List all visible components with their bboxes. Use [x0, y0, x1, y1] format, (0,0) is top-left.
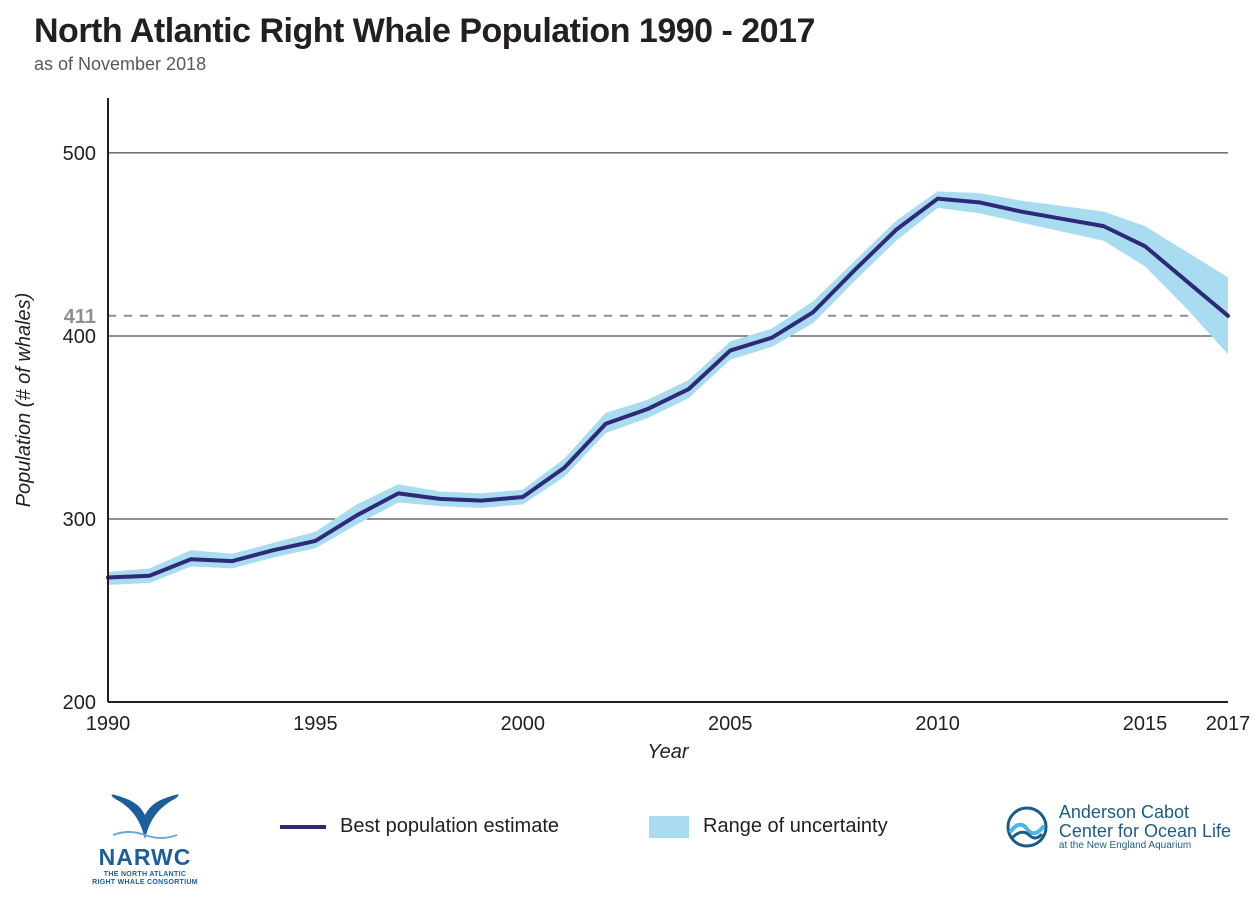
svg-text:Population (# of whales): Population (# of whales): [13, 293, 35, 508]
svg-text:2010: 2010: [915, 713, 960, 735]
svg-text:2015: 2015: [1123, 713, 1168, 735]
svg-text:Year: Year: [647, 741, 689, 763]
legend: Best population estimate Range of uncert…: [280, 815, 888, 838]
narwc-logo: NARWC THE NORTH ATLANTIC RIGHT WHALE CON…: [70, 789, 220, 886]
whale-tail-icon: [105, 789, 185, 841]
svg-text:2000: 2000: [501, 713, 546, 735]
svg-text:500: 500: [63, 143, 96, 165]
chart: 200 300 400 500 411 1990 1995 2000 2005 2010 2015 2…: [0, 90, 1255, 770]
svg-text:400: 400: [63, 326, 96, 348]
anderson-cabot-logo: Anderson Cabot Center for Ocean Life at …: [1005, 803, 1231, 851]
legend-line-label: Best population estimate: [340, 815, 559, 838]
title-block: North Atlantic Right Whale Population 19…: [34, 14, 815, 75]
svg-text:1995: 1995: [293, 713, 338, 735]
ac-line2: Center for Ocean Life: [1059, 822, 1231, 841]
chart-title: North Atlantic Right Whale Population 19…: [34, 14, 815, 50]
svg-text:2017: 2017: [1206, 713, 1251, 735]
narwc-line2: RIGHT WHALE CONSORTIUM: [70, 879, 220, 887]
legend-line-item: Best population estimate: [280, 815, 559, 838]
svg-text:200: 200: [63, 692, 96, 714]
svg-text:1990: 1990: [86, 713, 131, 735]
chart-subtitle: as of November 2018: [34, 54, 815, 75]
svg-text:300: 300: [63, 509, 96, 531]
narwc-acronym: NARWC: [70, 844, 220, 871]
page: North Atlantic Right Whale Population 19…: [0, 0, 1255, 900]
ac-line3: at the New England Aquarium: [1059, 841, 1231, 852]
svg-text:411: 411: [64, 306, 96, 328]
legend-band-label: Range of uncertainty: [703, 815, 888, 838]
chart-svg: 200 300 400 500 411 1990 1995 2000 2005 2010 2015 2…: [0, 90, 1255, 770]
narwc-line1: THE NORTH ATLANTIC: [70, 871, 220, 879]
ac-line1: Anderson Cabot: [1059, 803, 1231, 822]
ac-logo-text: Anderson Cabot Center for Ocean Life at …: [1059, 803, 1231, 851]
legend-line-swatch: [280, 825, 326, 829]
wave-circle-icon: [1005, 805, 1049, 849]
footer: NARWC THE NORTH ATLANTIC RIGHT WHALE CON…: [0, 785, 1255, 900]
legend-band-item: Range of uncertainty: [649, 815, 888, 838]
legend-band-swatch: [649, 816, 689, 838]
svg-text:2005: 2005: [708, 713, 753, 735]
